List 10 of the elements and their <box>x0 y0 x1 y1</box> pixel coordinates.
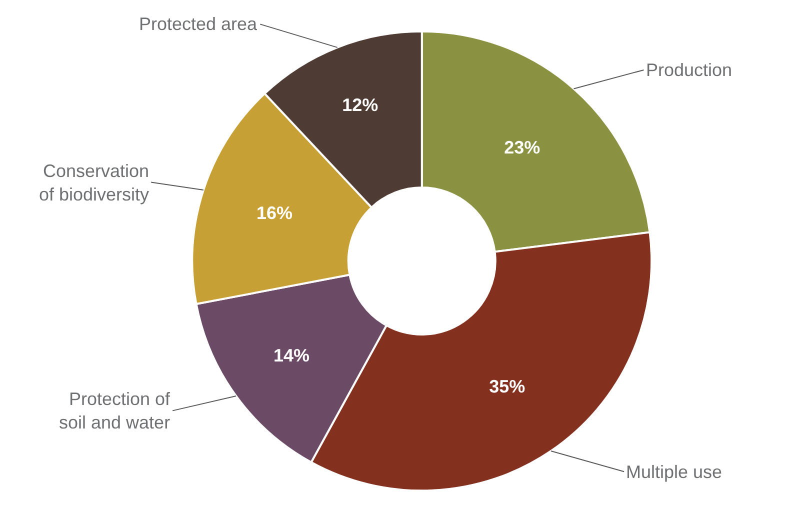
data-label: 14% <box>274 346 310 366</box>
slice-label: Protected area <box>139 14 258 34</box>
data-label: 12% <box>342 94 378 115</box>
slice-label: Protection of soil and water <box>59 389 172 432</box>
slice-label: Conservation of biodiversity <box>39 161 150 204</box>
data-label: 35% <box>489 376 526 396</box>
slice-label: Multiple use <box>626 462 722 482</box>
slice-label: Production <box>646 60 732 80</box>
data-label: 16% <box>256 203 292 224</box>
data-label: 23% <box>504 137 540 158</box>
